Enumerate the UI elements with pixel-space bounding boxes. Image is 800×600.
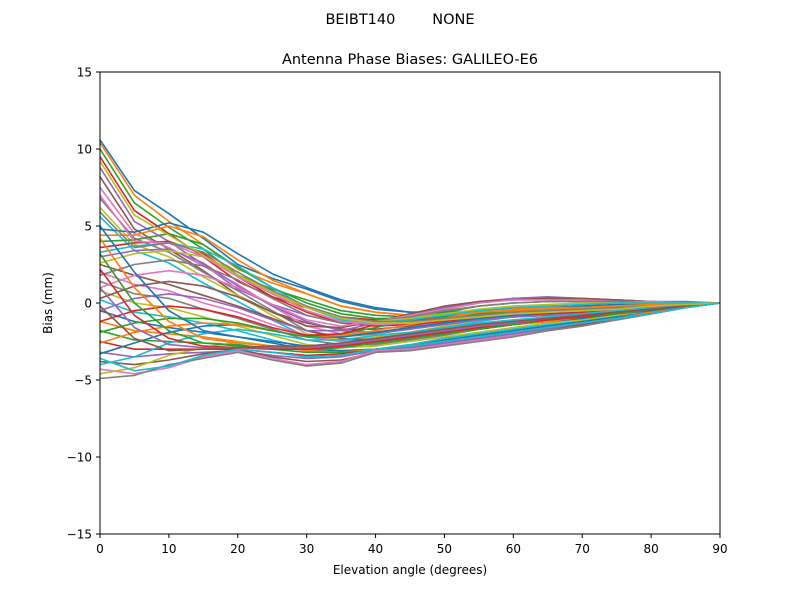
y-tick-label: 5 [84,220,92,234]
series-line-49 [99,160,721,324]
series-line-19 [99,289,721,349]
series-line-40 [99,242,720,324]
x-tick-label: 40 [368,542,383,556]
x-axis: 0 10 20 30 40 50 60 70 80 90 [96,534,728,556]
x-axis-label: Elevation angle (degrees) [333,563,487,577]
x-tick-label: 70 [575,542,590,556]
series-line-28 [99,302,721,380]
series-line-46 [99,302,721,352]
figure-suptitle: BEIBT140 NONE [325,12,474,28]
series-line-11 [99,222,720,314]
y-tick-label: 0 [84,297,92,311]
x-tick-label: 30 [299,542,314,556]
y-axis: 15 10 5 0 −5 −10 −15 [67,66,100,542]
y-axis-label: Bias (mm) [41,272,55,334]
plot-lines [99,139,721,380]
series-line-38 [99,259,720,324]
series-line-36 [99,280,720,329]
series-line-30 [99,302,721,366]
y-tick-label: −5 [74,374,92,388]
series-line-48 [99,211,721,323]
x-tick-label: 80 [643,542,658,556]
chart-title: Antenna Phase Biases: GALILEO-E6 [282,52,538,68]
x-tick-label: 10 [161,542,176,556]
y-tick-label: 10 [77,143,92,157]
y-tick-label: −15 [67,528,92,542]
x-tick-label: 0 [96,542,104,556]
x-tick-label: 50 [437,542,452,556]
y-tick-label: 15 [77,66,92,80]
series-line-1 [99,139,720,314]
y-tick-label: −10 [67,451,92,465]
series-line-43 [99,253,721,351]
series-line-32 [99,302,721,344]
x-tick-label: 60 [506,542,521,556]
series-line-50 [99,302,721,372]
x-tick-label: 90 [712,542,727,556]
x-tick-label: 20 [230,542,245,556]
